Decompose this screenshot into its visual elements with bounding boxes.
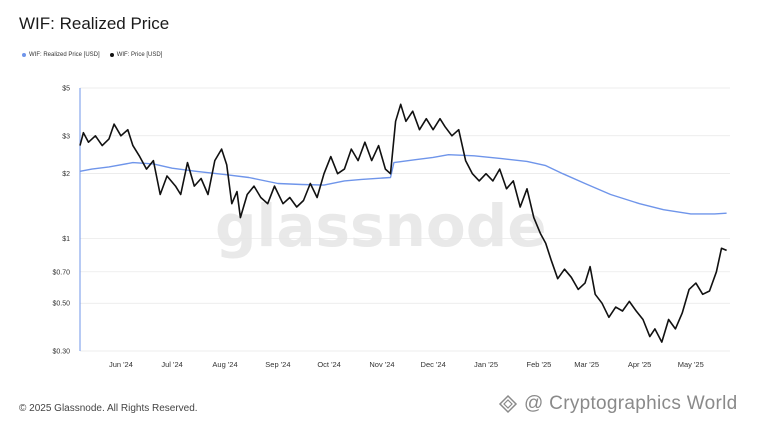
background-watermark: glassnode — [215, 192, 547, 260]
diamond-logo-icon — [498, 394, 518, 414]
corner-watermark: @ Cryptographics World — [498, 393, 738, 415]
x-tick-label: Apr '25 — [628, 360, 652, 369]
y-tick-label: $5 — [62, 86, 70, 93]
legend-item-realized-price[interactable]: WIF: Realized Price [USD] — [22, 52, 100, 58]
x-axis: Jun '24 Jul '24 Aug '24 Sep '24 Oct '24 Nov '… — [109, 360, 704, 369]
x-tick-label: Aug '24 — [212, 360, 237, 369]
x-tick-label: Jul '24 — [161, 360, 182, 369]
x-tick-label: Mar '25 — [574, 360, 599, 369]
chart-series — [79, 103, 727, 343]
x-tick-label: Jun '24 — [109, 360, 133, 369]
chart-title: WIF: Realized Price — [19, 14, 170, 33]
y-tick-label: $0.30 — [52, 349, 70, 356]
y-tick-label: $0.70 — [52, 269, 70, 276]
footer-copyright: © 2025 Glassnode. All Rights Reserved. — [19, 403, 198, 414]
y-tick-label: $0.50 — [52, 301, 70, 308]
x-tick-label: Jan '25 — [474, 360, 498, 369]
legend-label-realized-price: WIF: Realized Price [USD] — [29, 52, 100, 58]
x-tick-label: Feb '25 — [527, 360, 552, 369]
x-tick-label: Sep '24 — [265, 360, 290, 369]
chart-grid — [80, 87, 730, 352]
y-tick-label: $2 — [62, 171, 70, 178]
legend-label-price: WIF: Price [USD] — [116, 52, 163, 58]
corner-watermark-text: @ Cryptographics World — [524, 393, 738, 414]
x-tick-label: Nov '24 — [369, 360, 394, 369]
chart-legend: WIF: Realized Price [USD] WIF: Price [US… — [22, 52, 162, 58]
x-tick-label: Oct '24 — [317, 360, 341, 369]
legend-dot-realized-icon — [22, 53, 26, 57]
legend-item-price[interactable]: WIF: Price [USD] — [109, 52, 163, 58]
y-axis: $5 $3 $2 $1 $0.70 $0.50 $0.30 — [52, 86, 81, 356]
y-tick-label: $1 — [62, 236, 70, 243]
y-tick-label: $3 — [62, 133, 70, 140]
legend-dot-price-icon — [109, 53, 114, 57]
x-tick-label: May '25 — [678, 360, 704, 369]
x-tick-label: Dec '24 — [421, 360, 446, 369]
